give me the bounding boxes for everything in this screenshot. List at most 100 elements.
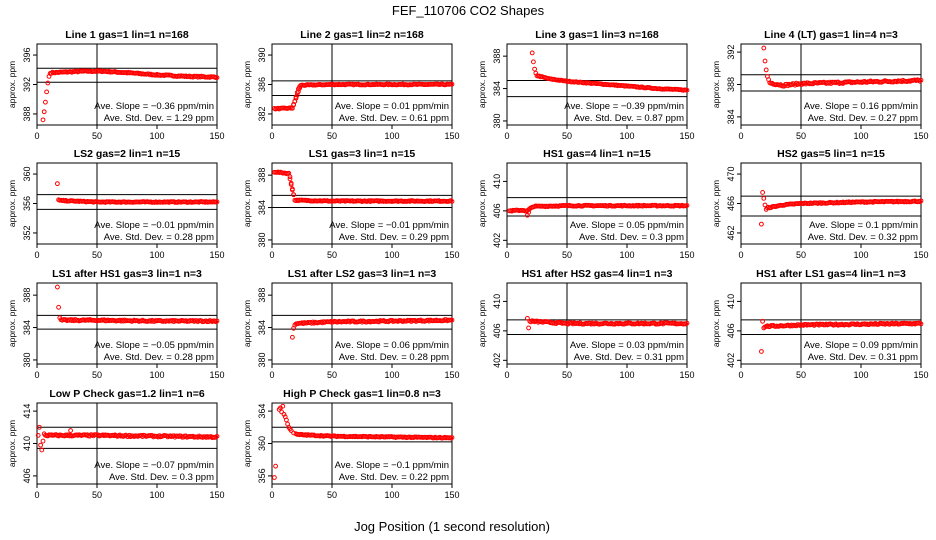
y-tick-label: 388 [257,288,267,303]
x-tick-label: 50 [796,370,806,380]
data-point [55,181,60,187]
data-point [918,77,924,83]
y-tick-label: 384 [22,320,32,335]
std-dev-annotation: Ave. Std. Dev. = 0.31 ppm [808,352,918,363]
slope-annotation: Ave. Slope = 0.09 ppm/min [804,340,918,351]
data-point [532,66,537,72]
x-tick-label: 50 [327,490,337,500]
x-tick-label: 50 [327,370,337,380]
x-tick-label: 100 [384,490,399,500]
y-tick-label: 380 [492,113,502,128]
data-point [529,50,535,56]
data-point [272,475,277,480]
x-tick-label: 150 [209,370,224,380]
y-tick-label: 466 [726,196,736,211]
x-tick-label: 150 [209,490,224,500]
y-tick-label: 388 [492,49,502,64]
data-point [761,195,767,201]
x-tick-label: 100 [149,250,164,260]
chart-title: LS1 after HS1 gas=3 lin=1 n=3 [52,268,202,280]
x-tick-label: 50 [562,370,572,380]
chart-panel: Line 1 gas=1 lin=1 n=168 0 50 100 150 388 392 3… [7,29,225,141]
y-tick-label: 380 [257,352,267,367]
x-tick-label: 0 [504,131,509,141]
data-point [284,417,289,423]
slope-annotation: Ave. Slope = −0.1 ppm/min [335,460,449,471]
x-tick-label: 150 [209,250,224,260]
y-axis-label: approx. ppm [242,61,252,108]
data-point [684,320,690,326]
data-point [35,433,41,438]
std-dev-annotation: Ave. Std. Dev. = 0.3 ppm [109,472,214,483]
data-point [918,198,924,204]
y-axis-label: approx. ppm [242,300,252,347]
x-tick-label: 100 [149,131,164,141]
x-tick-label: 0 [269,250,274,260]
data-point [290,334,295,340]
std-dev-annotation: Ave. Std. Dev. = 0.31 ppm [574,352,684,363]
data-point [761,325,767,331]
data-point [760,318,765,324]
data-point [684,203,690,208]
data-point [288,180,294,186]
data-point [760,190,765,195]
x-tick-label: 150 [679,370,694,380]
y-tick-label: 388 [726,77,736,92]
plot-frame [740,282,922,365]
data-point [759,349,764,354]
data-point [55,284,60,290]
chart-title: LS2 gas=2 lin=1 n=15 [74,148,181,160]
data-point [297,84,303,90]
y-tick-label: 390 [257,48,267,63]
y-tick-label: 360 [257,436,267,451]
x-tick-label: 100 [853,131,868,141]
x-tick-label: 50 [796,131,806,141]
y-tick-label: 364 [257,404,267,419]
y-tick-label: 356 [22,196,32,211]
y-axis-label: approx. ppm [711,61,721,108]
x-tick-label: 0 [269,131,274,141]
std-dev-annotation: Ave. Std. Dev. = 0.22 ppm [339,472,449,483]
data-point [290,186,295,192]
y-axis-label: approx. ppm [7,420,17,467]
std-dev-annotation: Ave. Std. Dev. = 0.32 ppm [808,232,918,243]
chart-panel: Line 4 (LT) gas=1 lin=4 n=3 0 50 100 150 384 3… [711,29,929,141]
x-tick-label: 100 [853,370,868,380]
figure-title: FEF_110706 CO2 Shapes [392,3,545,18]
x-tick-label: 100 [384,370,399,380]
std-dev-annotation: Ave. Std. Dev. = 0.28 ppm [104,352,214,363]
x-tick-label: 50 [796,250,806,260]
data-point [287,176,293,182]
y-tick-label: 360 [22,167,32,182]
x-tick-label: 100 [384,131,399,141]
data-point [762,58,768,64]
x-tick-label: 150 [913,250,928,260]
data-point [526,325,531,331]
x-tick-label: 100 [384,250,399,260]
y-tick-label: 406 [726,323,736,338]
x-tick-label: 100 [149,370,164,380]
y-axis-label: approx. ppm [7,180,17,227]
data-point [449,199,455,204]
y-axis-label: approx. ppm [242,180,252,227]
y-tick-label: 388 [22,106,32,121]
y-tick-label: 384 [257,200,267,215]
slope-annotation: Ave. Slope = 0.03 ppm/min [570,340,684,351]
x-tick-label: 150 [679,131,694,141]
data-point [527,318,533,324]
data-point [214,75,220,80]
y-tick-label: 356 [257,468,267,483]
plot-frame [506,282,688,365]
data-point [280,403,286,409]
data-point [41,431,47,437]
y-tick-label: 392 [726,45,736,60]
data-point [214,433,220,439]
y-axis-label: approx. ppm [477,300,487,347]
plot-frame [506,43,688,126]
slope-annotation: Ave. Slope = 0.05 ppm/min [570,220,684,231]
data-point [291,192,297,197]
y-tick-label: 406 [22,468,32,483]
data-point [41,109,47,115]
data-point [44,89,49,95]
chart-title: Line 3 gas=1 lin=3 n=168 [535,29,659,41]
